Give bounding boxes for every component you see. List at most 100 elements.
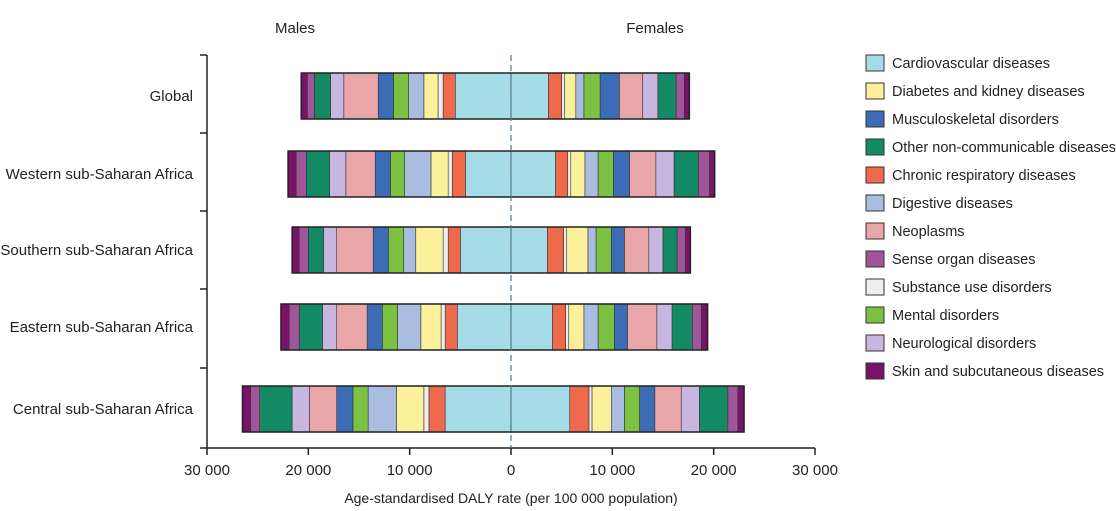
bar-segment-female [587,226,597,274]
legend-swatch [865,138,885,156]
bar-segment-male [259,385,293,433]
bar-segment-male [377,72,394,120]
bar-segment-female [510,226,548,274]
legend-swatch [865,222,885,240]
bar-segment-male [382,303,398,351]
x-tick-label: 10 000 [387,462,433,479]
bar-segment-female [561,72,566,120]
bar-segment-female [648,226,664,274]
bar-segment-female [676,226,686,274]
bar-segment-male [309,385,338,433]
bar-segment-male [300,72,308,120]
bar-segment-female [595,226,612,274]
x-ticks: 30 000 20 000 10 000 0 10 000 20 000 30 000 [184,448,838,479]
bar-segment-male [428,385,446,433]
legend-label: Diabetes and kidney diseases [892,84,1085,100]
bar-segment-female [611,226,625,274]
bar-segment-male [280,303,290,351]
bar-outline [300,72,691,120]
bar-segment-female [657,72,677,120]
bar-segment-male [423,72,439,120]
bar-segment-male [430,150,449,198]
bar-segment-male [423,385,430,433]
legend-label: Substance use disorders [892,280,1052,296]
x-tick-label: 30 000 [792,462,838,479]
bar-segment-female [552,303,567,351]
x-tick-label: 20 000 [691,462,737,479]
x-tick-label: 20 000 [285,462,331,479]
legend-swatch [865,194,885,212]
bar-segment-male [323,226,338,274]
legend-swatch [865,54,885,72]
legend-label: Musculoskeletal disorders [892,112,1059,128]
legend-label: Cardiovascular diseases [892,56,1050,72]
category-label: Global [150,88,193,105]
bar-segment-female [597,303,615,351]
bar-outline [280,303,709,351]
bar-segment-male [322,303,338,351]
bar-segment-female [583,72,601,120]
bar-segment-male [242,385,251,433]
bar-segment-male [451,150,466,198]
bar-segment-male [288,303,300,351]
category-label: Central sub-Saharan Africa [13,401,194,418]
bar-segment-male [444,385,512,433]
bar-segment-female [597,150,614,198]
legend: Cardiovascular diseases Diabetes and kidn… [865,54,1116,380]
legend-label: Digestive diseases [892,196,1013,212]
bar-segment-male [298,226,309,274]
bar-segment-female [684,226,691,274]
bar-segment-male [442,226,449,274]
bar-segment-male [295,150,307,198]
bar-segment-male [437,72,444,120]
y-ticks: Global Western sub-Saharan Africa Southern… [0,54,207,449]
bar-segment-male [444,303,458,351]
bar-segment-male [447,150,453,198]
legend-swatch [865,306,885,324]
bar-segment-male [336,385,354,433]
bar-segment-female [737,385,745,433]
bar-outline [241,385,745,433]
bar-segment-male [420,303,442,351]
bar-segment-male [336,226,374,274]
bar-segment-male [343,72,379,120]
bar-segment-female [588,385,593,433]
females-side-label: Females [626,20,684,37]
bar-segment-female [565,303,570,351]
bar-segment-female [692,303,702,351]
legend-label: Skin and subcutaneous diseases [892,364,1104,380]
x-tick-label: 0 [507,462,515,479]
bar-segment-female [614,303,628,351]
bar-segment-female [639,385,656,433]
bar-segment-male [307,72,315,120]
x-tick-label: 30 000 [184,462,230,479]
bar-segment-female [619,72,644,120]
bar-segment-female [673,150,699,198]
males-side-label: Males [275,20,315,37]
bar-segment-female [510,150,556,198]
bar-segment-female [575,72,585,120]
bar-segment-female [555,150,569,198]
legend-label: Neoplasms [892,224,965,240]
legend-swatch [865,250,885,268]
bar-segment-female [627,303,658,351]
category-label: Southern sub-Saharan Africa [0,242,193,259]
bar-segment-male [447,226,461,274]
bar-segment-female [568,303,585,351]
bar-segment-male [336,303,368,351]
bar-outline [287,150,716,198]
bar-segment-male [440,303,446,351]
bar-segment-male [352,385,369,433]
legend-swatch [865,362,885,380]
bar-segment-female [675,72,685,120]
legend-label: Neurological disorders [892,336,1036,352]
bar-segment-female [567,150,572,198]
bar-segment-female [624,226,650,274]
bar-segment-female [671,303,693,351]
bar-segment-female [583,303,599,351]
bar-segment-male [442,72,456,120]
bar-segment-male [298,303,323,351]
x-tick-label: 10 000 [589,462,635,479]
